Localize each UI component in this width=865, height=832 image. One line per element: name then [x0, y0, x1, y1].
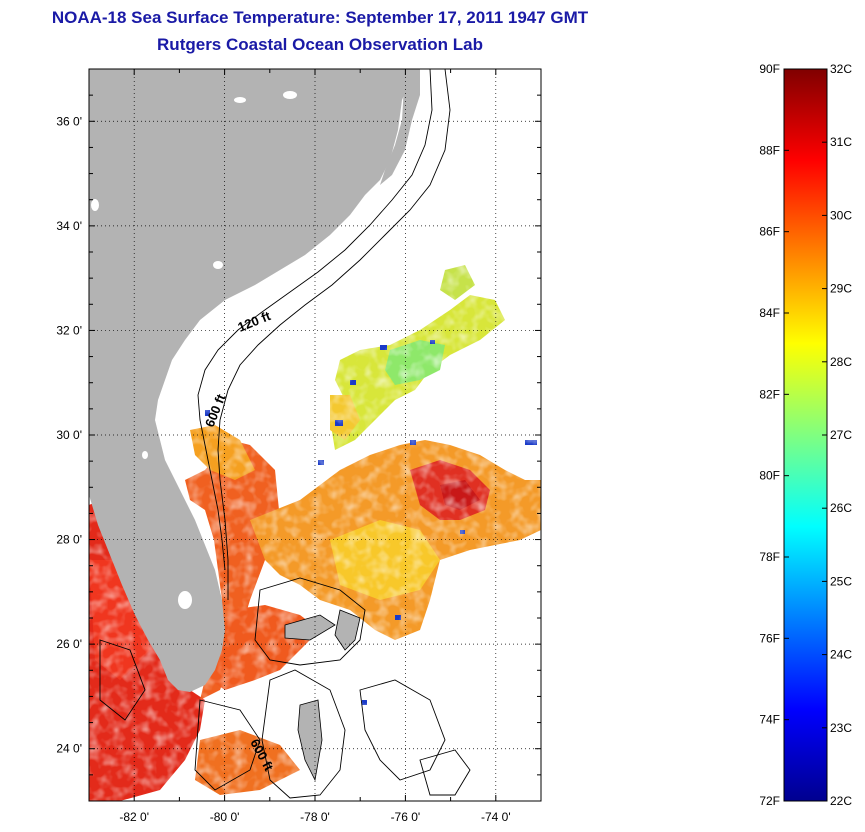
lon-tick-label: -80 0': [210, 810, 240, 824]
colorbar-c-label: 22C: [830, 794, 852, 808]
colorbar-f-label: 90F: [759, 62, 780, 76]
lat-tick-label: 30 0': [56, 428, 82, 442]
lon-tick-label: -76 0': [391, 810, 421, 824]
map-axes: -82 0' -80 0' -78 0' -76 0' -74 0' 24 0' 26 0'…: [56, 68, 542, 824]
colorbar-c-label: 24C: [830, 648, 852, 662]
lat-tick-label: 32 0': [56, 323, 82, 337]
colorbar-c-label: 27C: [830, 428, 852, 442]
colorbar-f-label: 82F: [759, 387, 780, 401]
lon-tick-label: -82 0': [119, 810, 149, 824]
colorbar-c-label: 25C: [830, 574, 852, 588]
colorbar-f-label: 80F: [759, 469, 780, 483]
colorbar-f-label: 78F: [759, 550, 780, 564]
colorbar-f-label: 74F: [759, 713, 780, 727]
lat-tick-label: 34 0': [56, 219, 82, 233]
colorbar-c-label: 23C: [830, 721, 852, 735]
colorbar-c-label: 31C: [830, 135, 852, 149]
map-subtitle: Rutgers Coastal Ocean Observation Lab: [157, 35, 483, 54]
colorbar-c-label: 30C: [830, 208, 852, 222]
lat-tick-label: 36 0': [56, 114, 82, 128]
lon-tick-label: -78 0': [300, 810, 330, 824]
colorbar-f-label: 76F: [759, 631, 780, 645]
colorbar-c-label: 26C: [830, 501, 852, 515]
lon-tick-label: -74 0': [481, 810, 511, 824]
colorbar-c-label: 32C: [830, 62, 852, 76]
colorbar-c-label: 28C: [830, 355, 852, 369]
colorbar-f-label: 72F: [759, 794, 780, 808]
lat-tick-label: 24 0': [56, 742, 82, 756]
colorbar: [783, 68, 828, 802]
colorbar-f-label: 84F: [759, 306, 780, 320]
bathymetry-contours: [99, 69, 471, 799]
map-title: NOAA-18 Sea Surface Temperature: Septemb…: [51, 8, 589, 27]
land-mainland: [89, 69, 410, 692]
land-bahamas: [284, 609, 361, 782]
colorbar-c-label: 29C: [830, 282, 852, 296]
lat-tick-label: 28 0': [56, 533, 82, 547]
colorbar-f-label: 88F: [759, 143, 780, 157]
land-lakes: [91, 91, 297, 609]
contour-600ft: [217, 69, 451, 600]
lat-tick-label: 26 0': [56, 637, 82, 651]
contour-120ft: [197, 69, 433, 571]
map-panel: [89, 69, 541, 801]
colorbar-f-label: 86F: [759, 225, 780, 239]
colorbar-ticks: 72F 74F 76F 78F 80F 82F 84F 86F 88F 90F 22C 23C 24C 2…: [759, 62, 852, 808]
map-grid: [89, 69, 541, 801]
